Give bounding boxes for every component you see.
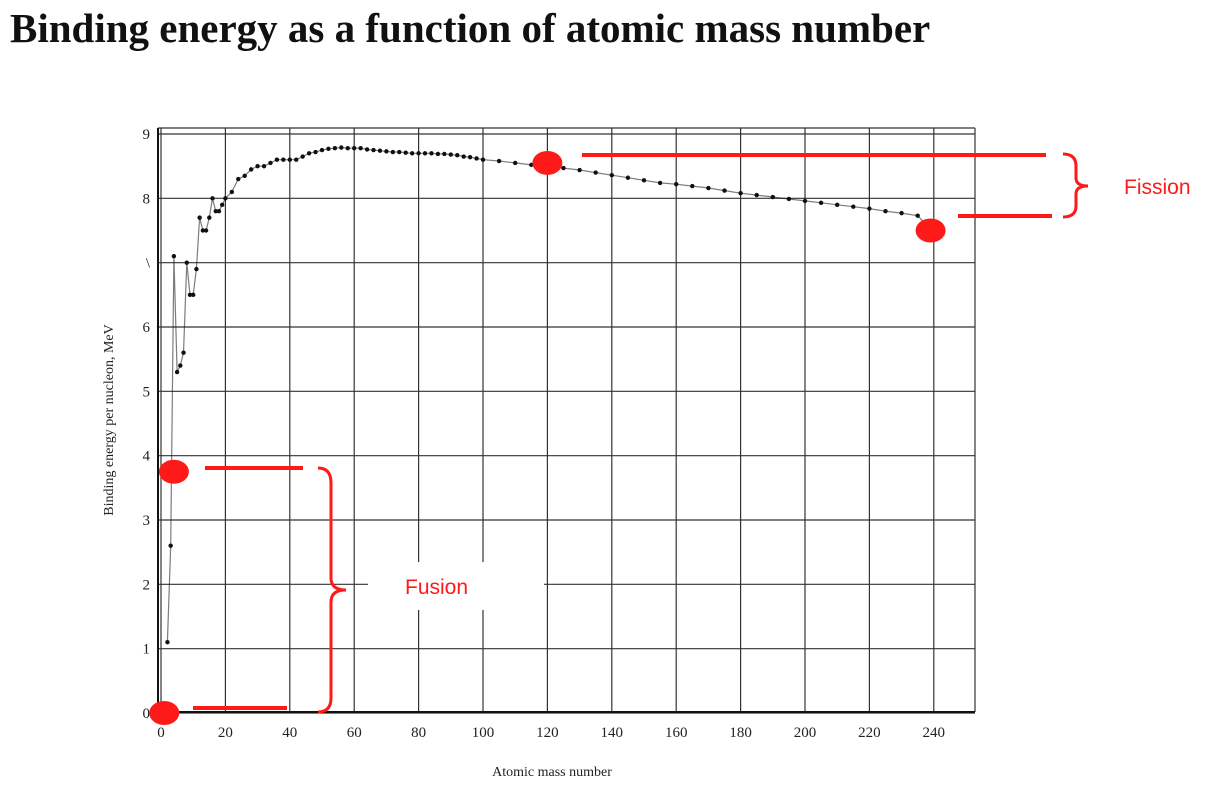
fusion-start-marker <box>149 701 180 725</box>
y-tick-label: 6 <box>143 320 151 336</box>
y-tick-label: 2 <box>143 577 151 593</box>
fission-annotation: Fission <box>582 152 1191 219</box>
x-tick-label: 200 <box>794 725 817 741</box>
page-title: Binding energy as a function of atomic m… <box>10 5 931 51</box>
x-tick-label: 240 <box>923 725 946 741</box>
y-tick-label: 4 <box>143 449 151 465</box>
x-tick-label: 100 <box>472 725 495 741</box>
fusion-brace <box>317 466 347 714</box>
x-tick-label: 160 <box>665 725 688 741</box>
y-tick-label: 5 <box>143 384 151 400</box>
fusion-annotation: Fusion <box>193 466 544 714</box>
y-tick-label: 9 <box>143 127 151 143</box>
fission-start-marker <box>532 150 563 175</box>
x-tick-label: 140 <box>601 725 624 741</box>
x-tick-label: 60 <box>347 725 362 741</box>
plot-area <box>158 128 975 712</box>
fusion-label-box <box>368 562 544 610</box>
x-tick-label: 0 <box>157 725 165 741</box>
data-points <box>165 145 930 645</box>
y-tick-label: \ <box>146 256 151 272</box>
y-tick-label: 3 <box>143 513 151 529</box>
x-tick-label: 180 <box>729 725 752 741</box>
fusion-end-marker <box>158 459 189 484</box>
y-axis-title: Binding energy per nucleon, MeV <box>102 324 117 515</box>
y-tick-labels: 0 1 2 3 4 5 6 \ 8 9 <box>143 127 151 722</box>
fission-end-marker <box>915 218 946 243</box>
x-tick-labels: 0 20 40 60 80 100 120 140 160 180 200 220 240 <box>157 725 945 741</box>
x-tick-label: 220 <box>858 725 881 741</box>
x-tick-label: 120 <box>536 725 559 741</box>
range-markers <box>149 150 946 725</box>
grid <box>157 127 976 714</box>
fusion-label: Fusion <box>405 576 468 599</box>
y-tick-label: 0 <box>143 706 151 722</box>
x-axis-title: Atomic mass number <box>492 765 612 780</box>
trend-curve <box>166 146 928 643</box>
y-tick-label: 8 <box>143 191 151 207</box>
fission-label: Fission <box>1124 176 1191 199</box>
fission-brace <box>1062 152 1089 219</box>
x-tick-label: 40 <box>282 725 297 741</box>
x-tick-label: 80 <box>411 725 426 741</box>
y-tick-label: 1 <box>143 642 151 658</box>
data-point <box>165 640 170 645</box>
x-tick-label: 20 <box>218 725 233 741</box>
